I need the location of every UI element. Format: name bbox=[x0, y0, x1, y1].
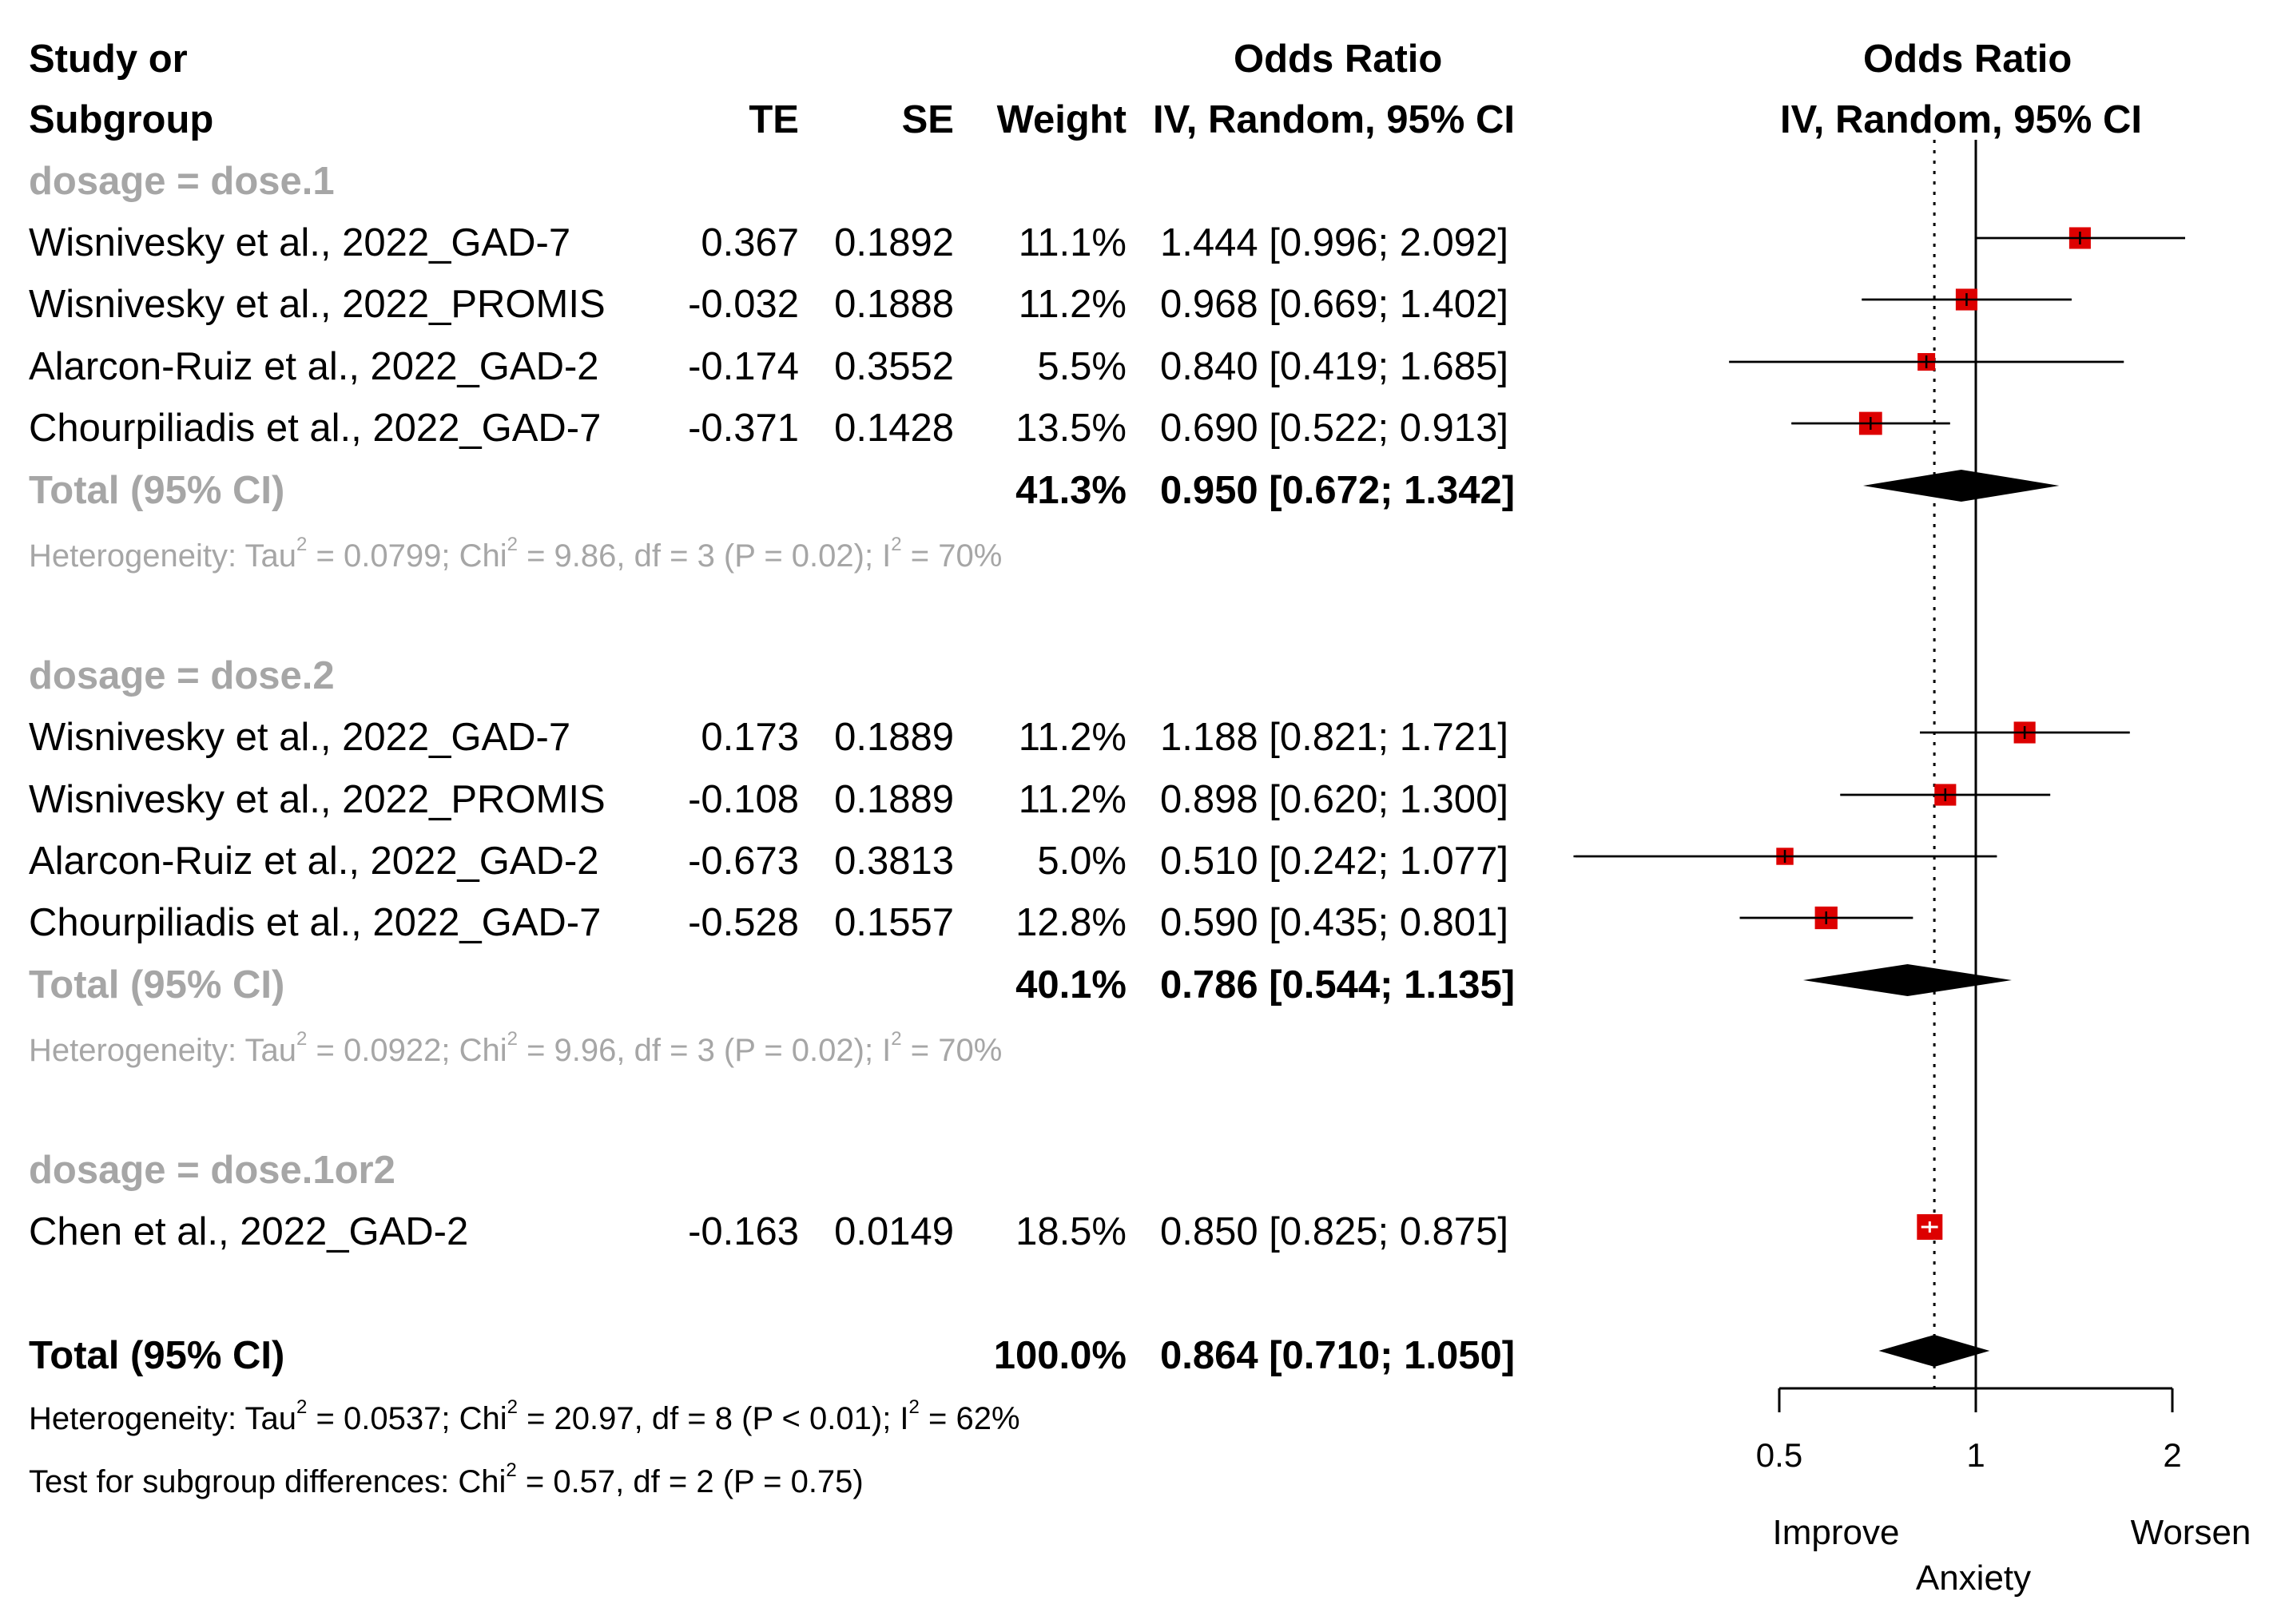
study-te: -0.163 bbox=[688, 1210, 799, 1253]
x-tick-label: 0.5 bbox=[1756, 1436, 1802, 1474]
study-weight: 11.2% bbox=[1018, 778, 1127, 821]
study-weight: 11.1% bbox=[1018, 221, 1127, 264]
study-ci: 1.188 [0.821; 1.721] bbox=[1160, 716, 1508, 759]
study-name: Chen et al., 2022_GAD-2 bbox=[29, 1210, 469, 1253]
x-axis-title: Anxiety bbox=[1916, 1558, 2031, 1598]
heterogeneity-text: Heterogeneity: Tau2 = 0.0922; Chi2 = 9.9… bbox=[29, 1028, 1003, 1068]
subgroup-total-ci: 0.786 [0.544; 1.135] bbox=[1160, 963, 1516, 1007]
overall-total-label: Total (95% CI) bbox=[29, 1334, 285, 1377]
subgroup-differences-text: Test for subgroup differences: Chi2 = 0.… bbox=[29, 1459, 864, 1499]
subgroup-total-label: Total (95% CI) bbox=[29, 469, 285, 512]
pooled-diamond bbox=[1802, 964, 2012, 996]
study-weight: 18.5% bbox=[1015, 1210, 1127, 1253]
study-name: Chourpiliadis et al., 2022_GAD-7 bbox=[29, 901, 602, 944]
study-se: 0.0149 bbox=[834, 1210, 954, 1253]
study-ci: 1.444 [0.996; 2.092] bbox=[1160, 221, 1508, 264]
subgroup-total-label: Total (95% CI) bbox=[29, 963, 285, 1007]
study-name: Wisnivesky et al., 2022_PROMIS bbox=[29, 778, 606, 821]
subgroup-label: dosage = dose.1or2 bbox=[29, 1149, 395, 1192]
header-te: TE bbox=[749, 98, 799, 141]
study-se: 0.1888 bbox=[834, 283, 954, 326]
study-ci: 0.590 [0.435; 0.801] bbox=[1160, 901, 1508, 944]
study-te: -0.032 bbox=[688, 283, 799, 326]
study-ci: 0.968 [0.669; 1.402] bbox=[1160, 283, 1508, 326]
study-weight: 5.5% bbox=[1037, 345, 1127, 388]
study-se: 0.3552 bbox=[834, 345, 954, 388]
study-te: 0.173 bbox=[701, 716, 799, 759]
study-ci: 0.850 [0.825; 0.875] bbox=[1160, 1210, 1508, 1253]
x-tick-label: 2 bbox=[2163, 1436, 2181, 1474]
subgroup-total-weight: 40.1% bbox=[1015, 963, 1127, 1007]
study-te: -0.673 bbox=[688, 840, 799, 883]
x-tick-label: 1 bbox=[1966, 1436, 1985, 1474]
subgroup-total-ci: 0.950 [0.672; 1.342] bbox=[1160, 469, 1516, 512]
improve-label: Improve bbox=[1773, 1513, 1900, 1552]
header-study-line2: Subgroup bbox=[29, 98, 214, 141]
header-se: SE bbox=[901, 98, 954, 141]
header-study-line1: Study or bbox=[29, 38, 188, 81]
study-weight: 5.0% bbox=[1037, 840, 1127, 883]
pooled-diamond bbox=[1878, 1335, 1990, 1367]
plot-header-method: IV, Random, 95% CI bbox=[1780, 98, 2142, 141]
study-weight: 11.2% bbox=[1018, 283, 1127, 326]
overall-total-ci: 0.864 [0.710; 1.050] bbox=[1160, 1334, 1516, 1377]
header-odds-ratio: Odds Ratio bbox=[1234, 38, 1443, 81]
study-name: Alarcon-Ruiz et al., 2022_GAD-2 bbox=[29, 840, 599, 883]
study-se: 0.3813 bbox=[834, 840, 954, 883]
study-weight: 11.2% bbox=[1018, 716, 1127, 759]
study-weight: 13.5% bbox=[1015, 407, 1127, 450]
study-se: 0.1892 bbox=[834, 221, 954, 264]
study-te: -0.108 bbox=[688, 778, 799, 821]
study-ci: 0.690 [0.522; 0.913] bbox=[1160, 407, 1508, 450]
heterogeneity-text: Heterogeneity: Tau2 = 0.0799; Chi2 = 9.8… bbox=[29, 534, 1003, 574]
overall-total-weight: 100.0% bbox=[993, 1334, 1127, 1377]
study-ci: 0.898 [0.620; 1.300] bbox=[1160, 778, 1508, 821]
subgroup-total-weight: 41.3% bbox=[1015, 469, 1127, 512]
study-ci: 0.840 [0.419; 1.685] bbox=[1160, 345, 1508, 388]
study-te: -0.528 bbox=[688, 901, 799, 944]
worsen-label: Worsen bbox=[2131, 1513, 2251, 1552]
header-weight: Weight bbox=[996, 98, 1127, 141]
study-ci: 0.510 [0.242; 1.077] bbox=[1160, 840, 1508, 883]
study-name: Wisnivesky et al., 2022_GAD-7 bbox=[29, 221, 571, 264]
study-name: Alarcon-Ruiz et al., 2022_GAD-2 bbox=[29, 345, 599, 388]
subgroup-label: dosage = dose.2 bbox=[29, 654, 335, 697]
plot-header-odds-ratio: Odds Ratio bbox=[1863, 38, 2072, 81]
header-or-method: IV, Random, 95% CI bbox=[1153, 98, 1515, 141]
study-te: -0.174 bbox=[688, 345, 799, 388]
study-name: Wisnivesky et al., 2022_PROMIS bbox=[29, 283, 606, 326]
pooled-diamond bbox=[1862, 470, 2060, 502]
overall-heterogeneity-text: Heterogeneity: Tau2 = 0.0537; Chi2 = 20.… bbox=[29, 1396, 1020, 1436]
study-te: 0.367 bbox=[701, 221, 799, 264]
study-se: 0.1889 bbox=[834, 778, 954, 821]
study-name: Wisnivesky et al., 2022_GAD-7 bbox=[29, 716, 571, 759]
study-weight: 12.8% bbox=[1015, 901, 1127, 944]
study-te: -0.371 bbox=[688, 407, 799, 450]
study-se: 0.1428 bbox=[834, 407, 954, 450]
subgroup-label: dosage = dose.1 bbox=[29, 160, 335, 203]
study-se: 0.1557 bbox=[834, 901, 954, 944]
study-se: 0.1889 bbox=[834, 716, 954, 759]
study-name: Chourpiliadis et al., 2022_GAD-7 bbox=[29, 407, 602, 450]
